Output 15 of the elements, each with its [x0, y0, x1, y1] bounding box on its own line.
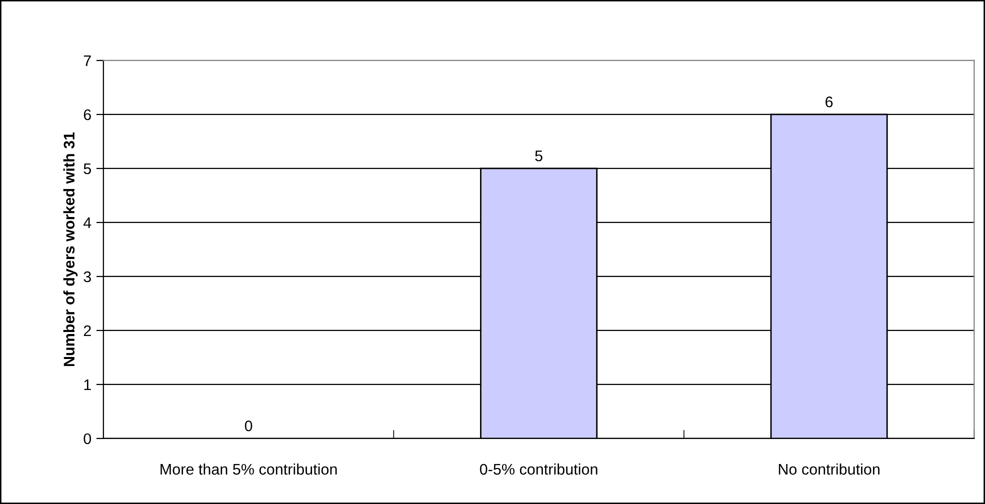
data-label: 6	[826, 96, 833, 108]
x-tick-label: No contribution	[778, 463, 880, 475]
y-tick-label: 1	[84, 380, 91, 390]
y-tick-label: 0	[84, 433, 92, 444]
data-label: 5	[535, 150, 542, 162]
y-tick-label: 7	[84, 56, 91, 66]
x-tick-label: 0-5% contribution	[480, 463, 598, 475]
y-tick-label: 5	[84, 164, 91, 174]
y-tick-label: 4	[83, 218, 92, 228]
data-label: 0	[244, 420, 252, 432]
y-tick-label: 6	[84, 109, 91, 120]
y-axis-title: Number of dyers worked with 31	[63, 132, 78, 366]
x-tick-label: More than 5% contribution	[160, 463, 337, 475]
y-tick-label: 3	[84, 271, 91, 282]
y-tick-label: 2	[84, 325, 91, 336]
